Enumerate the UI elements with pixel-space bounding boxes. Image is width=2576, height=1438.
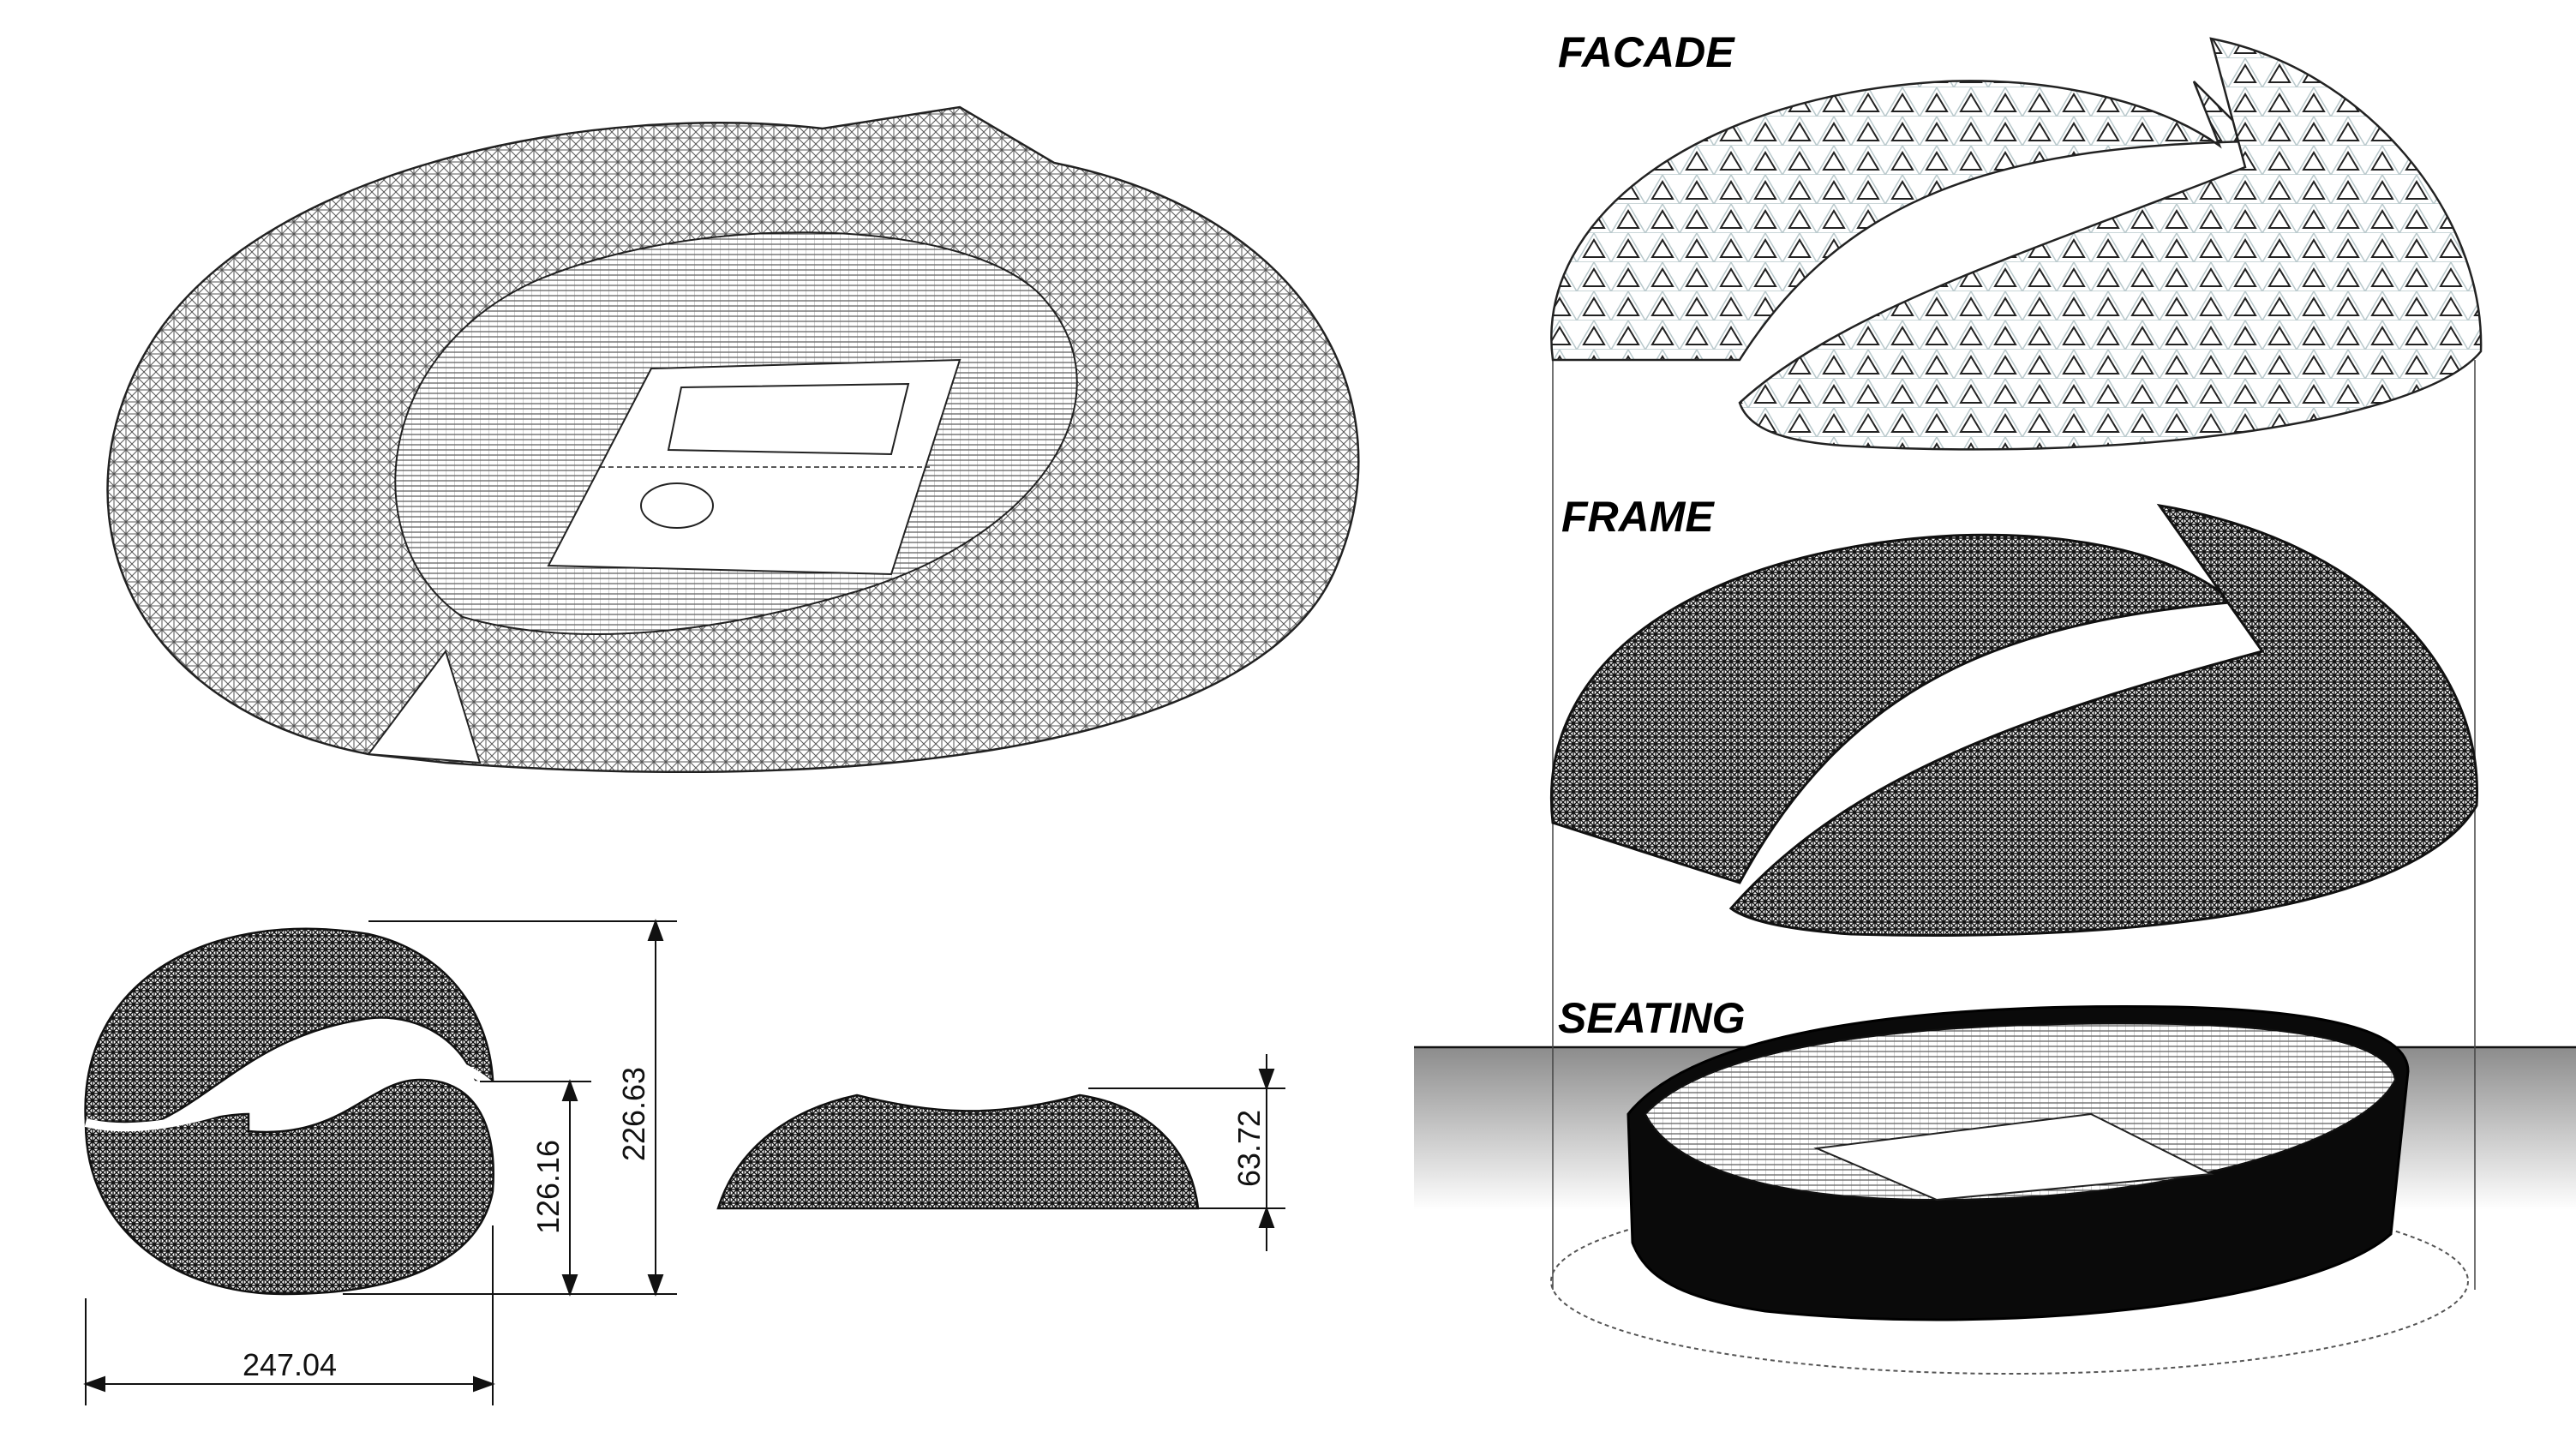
center-circle: [640, 482, 714, 529]
facade-shell-right: [1738, 37, 2483, 451]
dim-plan-height: 226.63: [616, 1067, 651, 1161]
dim-elevation-height: 63.72: [1231, 1110, 1267, 1187]
dimension-lines: [83, 919, 677, 1405]
seating-label: SEATING: [1558, 994, 1746, 1042]
facade-shell-left: [1550, 80, 2256, 362]
frame-shell-left: [1550, 530, 2266, 884]
frame-shell-right: [1728, 503, 2478, 937]
elevation-profile: [716, 1093, 1200, 1210]
dim-plan-opening: 126.16: [530, 1140, 566, 1234]
exploded-axonometric: FACADE FRAME SEATING: [1414, 28, 2576, 1375]
frame-label: FRAME: [1561, 493, 1715, 541]
roof-split: [367, 649, 482, 764]
plan-upper-half: [84, 927, 494, 1124]
plan-lower-half: [84, 1078, 494, 1296]
seating-layer: SEATING: [1558, 994, 2410, 1321]
elevation-view: 63.72: [716, 1054, 1285, 1251]
frame-layer: FRAME: [1550, 493, 2478, 937]
plan-view: 247.04 226.63 126.16: [83, 919, 677, 1405]
main-stadium-perspective: [106, 105, 1360, 774]
facade-label: FACADE: [1558, 28, 1735, 76]
dim-plan-width: 247.04: [243, 1347, 337, 1382]
facade-layer: FACADE: [1550, 28, 2483, 451]
seating-pitch: [1813, 1112, 2214, 1201]
